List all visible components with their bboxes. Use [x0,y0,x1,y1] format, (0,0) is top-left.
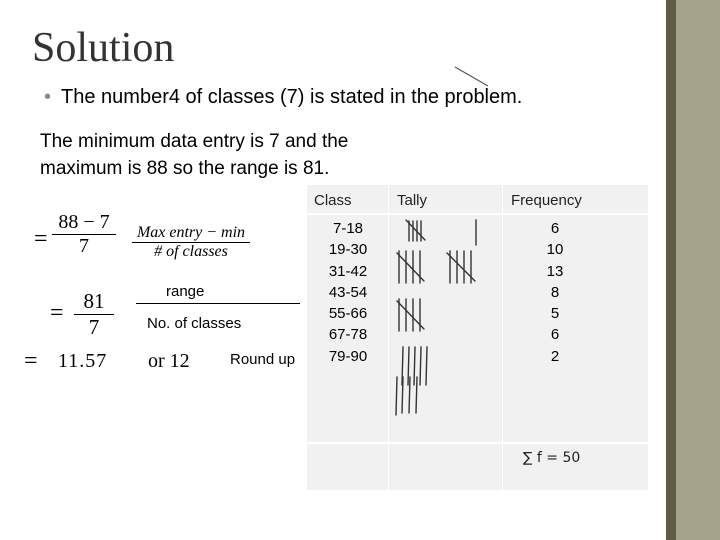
class-cell: 67-78 [328,326,368,344]
classes-label: No. of classes [147,315,242,332]
range-paragraph: The minimum data entry is 7 and the maxi… [40,128,348,182]
fraction-bar [74,314,114,315]
fraction-denominator: 7 [79,235,89,257]
frequency-table: Class Tally Frequency 7-18 19-30 31-42 4… [307,185,648,490]
frequency-cell: 10 [546,241,564,259]
frequency-column: 6 10 13 8 5 6 2 [535,218,575,367]
bullet-dot-icon: • [44,86,52,108]
range-label: range [166,283,205,300]
formula-bar [132,242,250,243]
paragraph-line-1: The minimum data entry is 7 and the [40,131,349,152]
bullet-text: The number4 of classes (7) is stated in … [61,86,523,108]
fraction-81-over-7: 81 7 [74,289,114,340]
frequency-cell: 13 [546,262,564,280]
class-cell: 43-54 [328,283,368,301]
fraction-bar [52,234,116,235]
fraction-denominator: 7 [88,315,100,339]
frequency-cell: 2 [550,347,560,365]
frequency-cell: 6 [550,326,560,344]
class-cell: 7-18 [332,220,364,237]
class-cell: 79-90 [328,347,368,365]
frequency-cell: 5 [550,305,560,323]
header-divider [307,213,648,215]
column-divider [388,185,389,490]
class-column: 7-18 19-30 31-42 43-54 55-66 67-78 79-90 [307,218,389,367]
formula-denominator: # of classes [154,243,228,260]
range-over-classes-bar [136,303,300,304]
frequency-cell: 8 [550,283,560,301]
formula-fraction: Max entry − min # of classes [132,224,250,261]
slide-title: Solution [32,25,175,71]
rounded-result: or 12 [148,350,190,372]
result-value: 11.57 [58,350,108,372]
fraction-numerator: 88 − 7 [58,211,110,233]
tally-marks-icon [395,219,477,416]
fraction-numerator: 81 [83,289,105,313]
class-cell: 31-42 [328,262,368,280]
header-frequency: Frequency [511,192,582,209]
sidebar-accent [676,432,720,488]
equals-sign-2: = [50,300,64,326]
total-divider [307,442,648,444]
column-divider [502,185,503,490]
class-cell: 55-66 [328,305,368,323]
pen-stroke-icon [454,66,489,87]
formula-numerator: Max entry − min [136,224,246,241]
frequency-total: ∑ f = 50 [523,450,581,466]
header-class: Class [314,192,352,209]
paragraph-line-2: maximum is 88 so the range is 81. [40,158,330,179]
bullet-item: • The number4 of classes (7) is stated in… [44,86,522,109]
equals-sign-3: = [24,348,38,374]
header-tally: Tally [397,192,428,209]
round-up-label: Round up [230,351,296,368]
fraction-88-minus-7: 88 − 7 7 [52,211,116,258]
class-cell: 19-30 [328,241,368,259]
equals-sign-1: = [34,226,48,252]
frequency-cell: 6 [550,220,560,237]
